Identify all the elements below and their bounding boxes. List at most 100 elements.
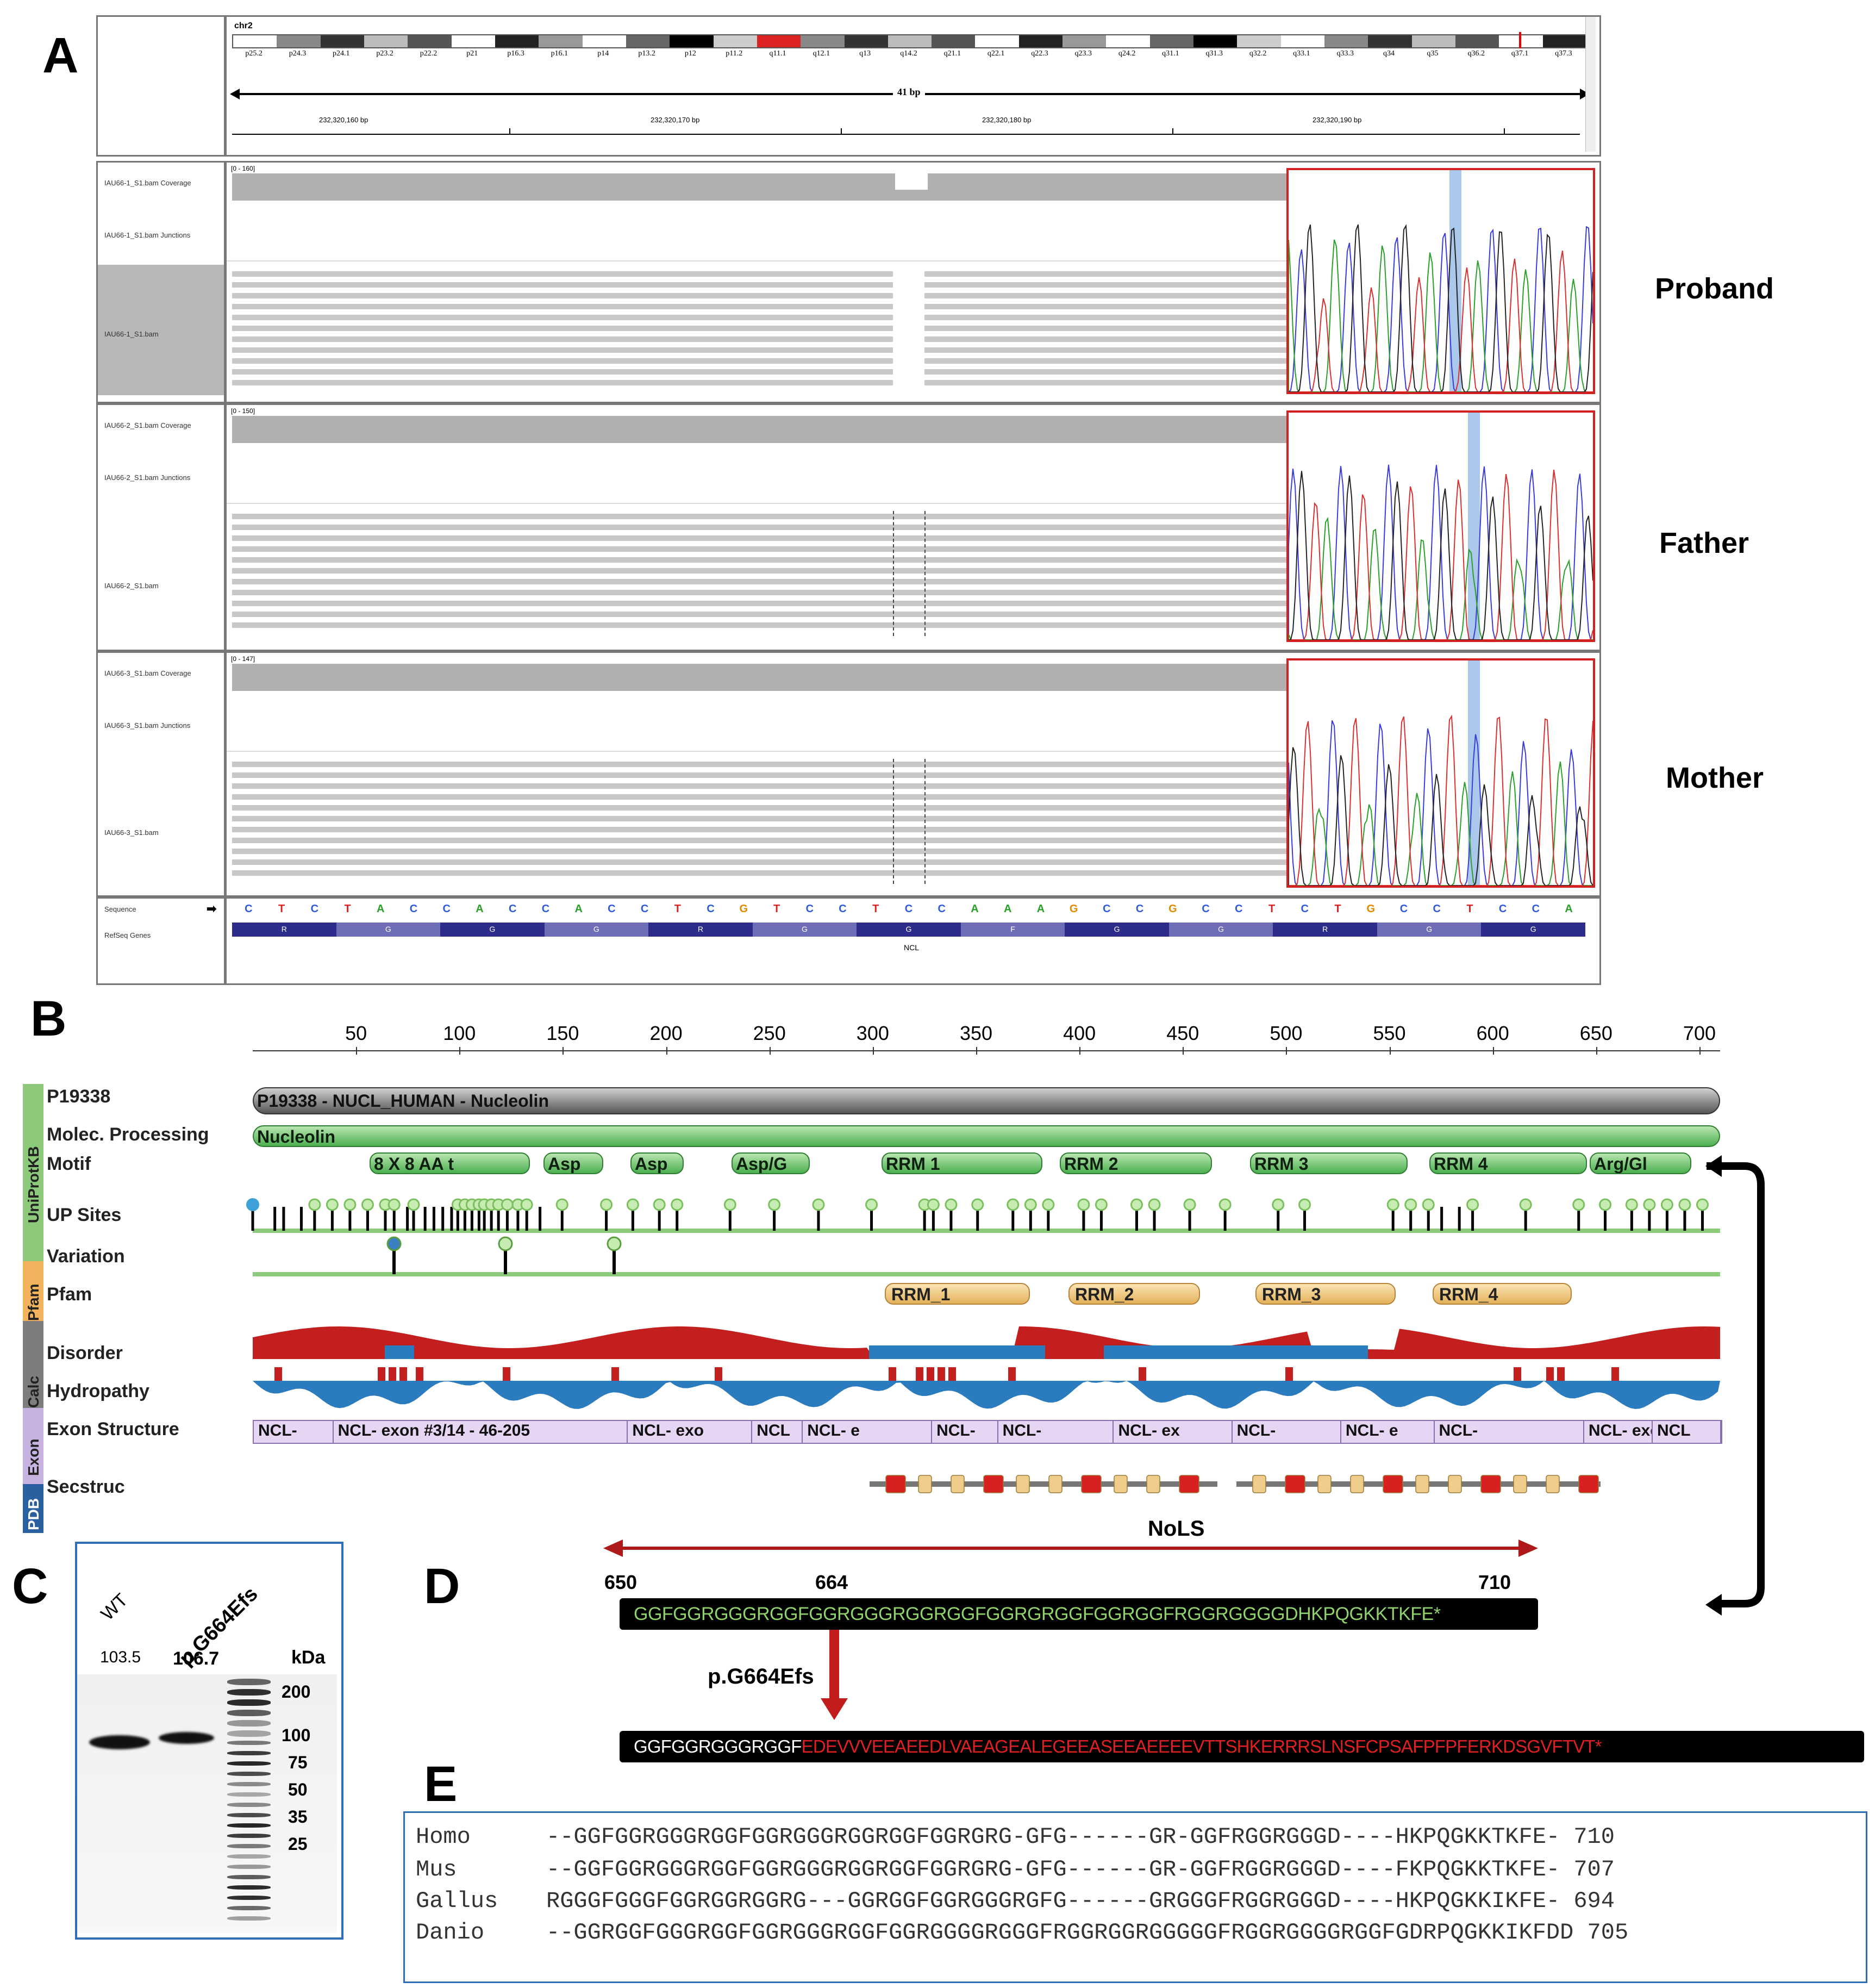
ladder-band — [227, 1834, 271, 1838]
pfam-domain[interactable]: RRM_4 — [1433, 1283, 1572, 1305]
sequencing-read[interactable] — [232, 870, 1286, 876]
sequencing-read[interactable] — [232, 783, 1286, 789]
sequencing-read[interactable] — [232, 568, 1286, 574]
track-label-exon: Exon Structure — [47, 1419, 179, 1439]
codon-cell — [544, 923, 649, 937]
sequencing-read[interactable] — [232, 369, 1286, 375]
sequencing-read[interactable] — [232, 816, 1286, 821]
motif-feature[interactable]: RRM 4 — [1429, 1152, 1587, 1174]
exon-segment[interactable]: NCL- exo — [628, 1421, 753, 1443]
bam-track-area[interactable]: IAU66-2_S1.bam — [98, 514, 224, 650]
motif-feature[interactable]: RRM 2 — [1060, 1152, 1212, 1174]
sequencing-read[interactable] — [232, 859, 1286, 865]
sequencing-read[interactable] — [232, 535, 1286, 541]
motif-feature[interactable]: Arg/Gl — [1590, 1152, 1691, 1174]
sequencing-read[interactable] — [232, 805, 1286, 811]
axis-tick — [976, 1047, 977, 1055]
bam-track-area[interactable]: IAU66-3_S1.bam — [98, 762, 224, 895]
sequencing-read[interactable] — [232, 293, 1286, 298]
axis-tick-label: 550 — [1373, 1022, 1406, 1044]
sequencing-read[interactable] — [232, 794, 1286, 800]
hydrophobic-spike — [389, 1367, 396, 1381]
pfam-domain[interactable]: RRM_2 — [1068, 1283, 1200, 1305]
band-label: q14.2 — [900, 49, 917, 58]
exon-segment[interactable]: NCL- ex — [1114, 1421, 1233, 1443]
axis-line — [253, 1050, 1720, 1051]
scrollbar-top[interactable] — [1585, 17, 1596, 152]
sequencing-read[interactable] — [232, 546, 1286, 552]
sequencing-read[interactable] — [232, 304, 1286, 309]
motif-feature[interactable]: Asp/G — [732, 1152, 810, 1174]
junction-track-name: IAU66-3_S1.bam Junctions — [104, 721, 191, 730]
sequencing-read[interactable] — [232, 315, 1286, 320]
sequence-base: C — [310, 903, 319, 915]
bam-track-area[interactable]: IAU66-1_S1.bam — [98, 265, 224, 395]
exon-segment[interactable]: NCL- exon — [1584, 1421, 1653, 1443]
coverage-bar[interactable] — [232, 664, 1286, 691]
axis-tick-label: 150 — [546, 1022, 579, 1044]
alignment-row-mus: Mus --GGFGGRGGGRGGFGGRGGGRGGRGGFGGRGRG-GF… — [416, 1856, 1615, 1883]
exon-segment[interactable]: NCL- — [254, 1421, 334, 1443]
sequencing-read[interactable] — [232, 358, 1286, 364]
ladder-band — [227, 1813, 271, 1817]
pfam-domain[interactable]: RRM_3 — [1255, 1283, 1396, 1305]
sequencing-read[interactable] — [232, 271, 1286, 277]
exon-segment[interactable]: NCL — [1653, 1421, 1721, 1443]
sequencing-read[interactable] — [232, 772, 1286, 778]
motif-feature[interactable]: 8 X 8 AA t — [370, 1152, 530, 1174]
sequencing-read[interactable] — [232, 336, 1286, 342]
sequencing-read[interactable] — [232, 612, 1286, 617]
upsites-baseline — [253, 1229, 1720, 1233]
motif-feature[interactable]: Asp — [543, 1152, 603, 1174]
sample-label-father: Father — [1659, 527, 1749, 559]
bracket-arrow — [1705, 1155, 1765, 1616]
exon-segment[interactable]: NCL- exon #3/14 - 46-205 — [334, 1421, 628, 1443]
species-mus: Mus — [416, 1856, 457, 1883]
exon-segment[interactable]: NCL- e — [1341, 1421, 1435, 1443]
motif-feature[interactable]: Asp — [630, 1152, 684, 1174]
exon-segment[interactable]: NCL- — [932, 1421, 998, 1443]
sequencing-read[interactable] — [232, 282, 1286, 288]
position-710: 710 — [1478, 1571, 1511, 1593]
track-label-hydropathy: Hydropathy — [47, 1381, 149, 1401]
sequencing-read[interactable] — [232, 579, 1286, 584]
sequencing-read[interactable] — [232, 525, 1286, 530]
sequencing-read[interactable] — [232, 827, 1286, 832]
sequencing-read[interactable] — [232, 762, 1286, 767]
codon-cell — [960, 923, 1065, 937]
lane-label-wt: WT — [97, 1590, 132, 1625]
exon-segment[interactable]: NCL — [752, 1421, 803, 1443]
up-site-marker — [600, 1198, 613, 1211]
coverage-bar[interactable] — [232, 416, 1286, 443]
chromatogram-trace — [1289, 469, 1593, 640]
up-site-marker — [1660, 1198, 1673, 1211]
sequencing-read[interactable] — [232, 557, 1286, 563]
sequencing-read[interactable] — [232, 622, 1286, 628]
exon-segment[interactable]: NCL- e — [803, 1421, 933, 1443]
exon-segment[interactable]: NCL- — [998, 1421, 1114, 1443]
sequence-base: T — [674, 903, 681, 915]
sequencing-read[interactable] — [232, 326, 1286, 331]
sequence-base: C — [245, 903, 253, 915]
pfam-domain[interactable]: RRM_1 — [885, 1283, 1030, 1305]
protein-bar[interactable]: P19338 - NUCL_HUMAN - Nucleolin — [253, 1087, 1720, 1114]
chromosome-band — [1280, 35, 1325, 47]
sequencing-read[interactable] — [232, 380, 1286, 385]
sequence-base: C — [707, 903, 715, 915]
variant-marker — [386, 1236, 402, 1251]
motif-feature[interactable]: RRM 3 — [1250, 1152, 1408, 1174]
exon-segment[interactable]: NCL- — [1435, 1421, 1584, 1443]
motif-feature[interactable]: RRM 1 — [882, 1152, 1042, 1174]
sequencing-read[interactable] — [232, 849, 1286, 854]
molec-processing-bar[interactable]: Nucleolin — [253, 1125, 1720, 1147]
sequencing-read[interactable] — [232, 590, 1286, 595]
exon-segment[interactable]: NCL- — [1233, 1421, 1341, 1443]
sequencing-read[interactable] — [232, 601, 1286, 606]
coverage-bar[interactable] — [232, 173, 1286, 201]
sequencing-read[interactable] — [232, 347, 1286, 353]
sequencing-read[interactable] — [232, 838, 1286, 843]
strand-arrow-icon[interactable]: ➡ — [207, 902, 217, 915]
sequence-base: T — [872, 903, 879, 915]
sequencing-read[interactable] — [232, 514, 1286, 519]
sequence-base: C — [904, 903, 913, 915]
